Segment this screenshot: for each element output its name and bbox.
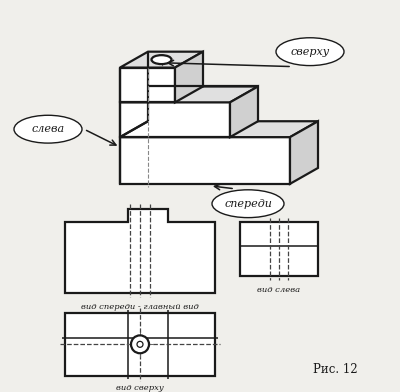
Text: слева: слева: [32, 124, 64, 134]
Text: вид слева: вид слева: [258, 286, 300, 294]
Ellipse shape: [276, 38, 344, 65]
Polygon shape: [240, 221, 318, 276]
Polygon shape: [65, 313, 215, 376]
Circle shape: [137, 341, 143, 347]
Circle shape: [131, 336, 149, 353]
Polygon shape: [290, 121, 318, 184]
Text: Рис. 12: Рис. 12: [313, 363, 357, 376]
Polygon shape: [230, 87, 258, 137]
Polygon shape: [120, 102, 230, 137]
Polygon shape: [120, 137, 290, 184]
Polygon shape: [120, 87, 258, 102]
Polygon shape: [175, 52, 203, 102]
Ellipse shape: [212, 190, 284, 218]
Ellipse shape: [14, 115, 82, 143]
Polygon shape: [120, 52, 203, 67]
Text: спереди: спереди: [224, 199, 272, 209]
Polygon shape: [120, 67, 175, 102]
Text: сверху: сверху: [290, 47, 330, 57]
Polygon shape: [65, 209, 215, 293]
Text: вид спереди - главный вид: вид спереди - главный вид: [81, 303, 199, 311]
Polygon shape: [120, 121, 318, 137]
Ellipse shape: [152, 55, 172, 64]
Text: вид сверху: вид сверху: [116, 383, 164, 392]
